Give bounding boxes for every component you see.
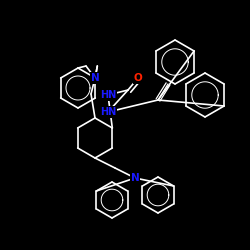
Text: N: N xyxy=(130,173,140,183)
Text: HN: HN xyxy=(100,90,116,100)
Text: O: O xyxy=(134,73,142,83)
Text: HN: HN xyxy=(100,107,116,117)
Text: N: N xyxy=(90,73,100,83)
